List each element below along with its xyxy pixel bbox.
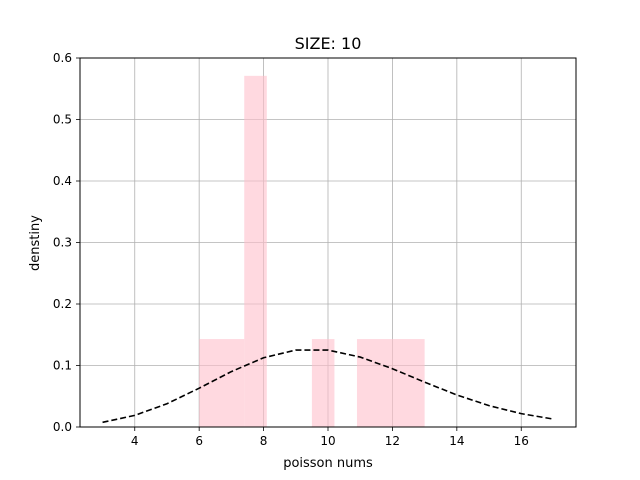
y-tick-label: 0.0: [53, 420, 72, 434]
y-tick-label: 0.5: [53, 113, 72, 127]
x-tick-label: 16: [514, 434, 529, 448]
y-tick-label: 0.3: [53, 236, 72, 250]
y-ticks: 0.0 0.1 0.2 0.3 0.4 0.5 0.6: [53, 51, 80, 434]
pmf-line: [102, 349, 554, 424]
y-tick-label: 0.1: [53, 359, 72, 373]
pmf-line-group: [102, 349, 554, 424]
x-tick-label: 8: [260, 434, 268, 448]
x-tick-label: 4: [131, 434, 139, 448]
histogram-bar: [356, 339, 425, 427]
x-axis-label: poisson nums: [283, 456, 373, 471]
y-axis-label: denstiny: [28, 215, 43, 271]
x-tick-label: 12: [385, 434, 400, 448]
x-tick-label: 14: [449, 434, 464, 448]
chart-title: SIZE: 10: [295, 34, 362, 53]
y-tick-label: 0.2: [53, 297, 72, 311]
y-tick-label: 0.4: [53, 174, 72, 188]
x-tick-label: 6: [195, 434, 203, 448]
histogram-bars: [199, 75, 425, 428]
y-tick-label: 0.6: [53, 51, 72, 65]
histogram-bar: [199, 339, 245, 427]
histogram-bar: [311, 339, 335, 427]
histogram-bar: [244, 75, 267, 428]
x-ticks: 4 6 8 10 12 14 16: [131, 427, 529, 448]
x-tick-label: 10: [320, 434, 335, 448]
